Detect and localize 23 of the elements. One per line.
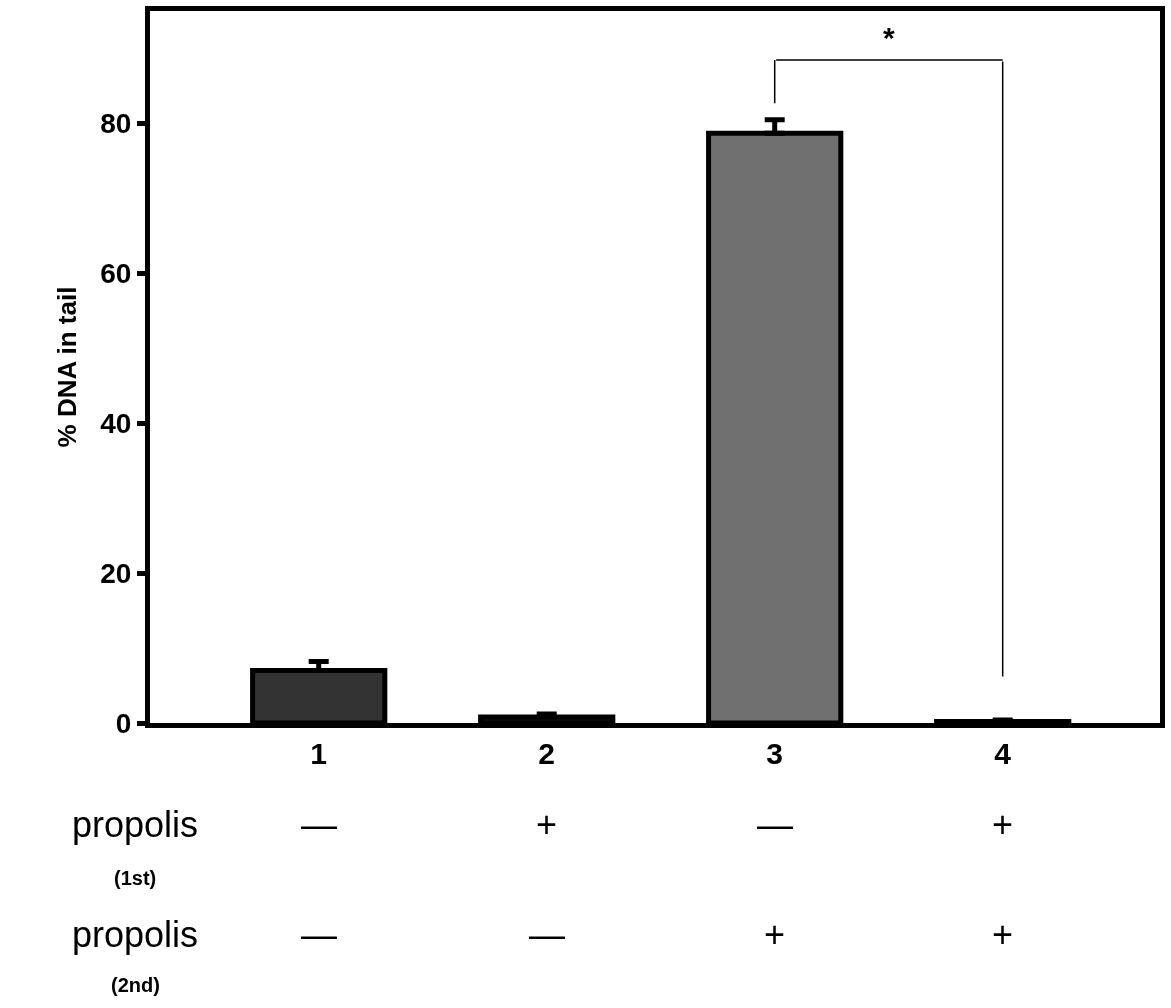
- text: —: [757, 804, 793, 845]
- text: (2nd): [111, 974, 160, 996]
- text: propolis: [72, 804, 199, 845]
- y-tick-label: 40: [100, 408, 132, 440]
- y-tick-label: 0: [115, 707, 132, 739]
- text: +: [992, 914, 1014, 955]
- y-axis-title: % DNA in tail: [51, 286, 82, 448]
- text: —: [529, 914, 565, 955]
- y-tick-label: 20: [100, 557, 132, 589]
- text: +: [764, 914, 786, 955]
- x-tick-label: 1: [310, 737, 328, 770]
- x-tick-label: 4: [994, 737, 1012, 770]
- text: +: [992, 804, 1014, 845]
- annotation: *: [883, 21, 895, 54]
- x-tick-label: 2: [538, 737, 556, 770]
- x-tick-label: 3: [766, 737, 784, 770]
- text: propolis: [72, 914, 199, 955]
- text: +: [536, 804, 558, 845]
- y-tick-label: 60: [100, 258, 132, 290]
- text: —: [301, 914, 337, 955]
- text: (1st): [114, 867, 157, 889]
- y-tick-label: 80: [100, 108, 132, 140]
- text: —: [301, 804, 337, 845]
